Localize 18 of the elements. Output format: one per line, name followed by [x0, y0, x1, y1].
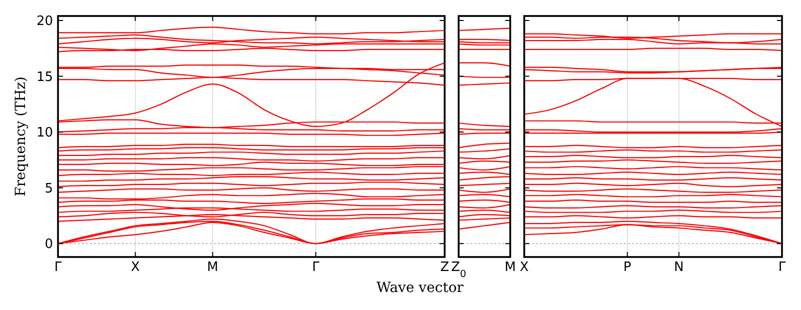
- y-tick-label: 0: [44, 237, 53, 252]
- x-tick-label: N: [674, 260, 684, 275]
- x-tick-label: M: [207, 260, 218, 275]
- y-tick-label: 15: [36, 70, 53, 85]
- x-axis-title: Wave vector: [376, 280, 464, 296]
- x-tick-label: Γ: [312, 260, 320, 275]
- y-tick-label: 10: [36, 126, 53, 141]
- y-tick-label: 20: [36, 14, 53, 30]
- x-tick-label: Z$_{0}$: [451, 260, 466, 280]
- x-tick-label: M: [504, 260, 516, 275]
- x-tick-label: Γ: [54, 260, 62, 275]
- x-tick-label: Z: [440, 260, 450, 275]
- y-axis-title: Frequency (THz): [13, 76, 29, 197]
- x-tick-label: X: [520, 260, 529, 275]
- y-tick-label: 5: [44, 181, 53, 196]
- x-tick-label: X: [130, 260, 140, 275]
- x-tick-label: P: [623, 260, 632, 275]
- x-tick-label: Γ: [778, 260, 786, 275]
